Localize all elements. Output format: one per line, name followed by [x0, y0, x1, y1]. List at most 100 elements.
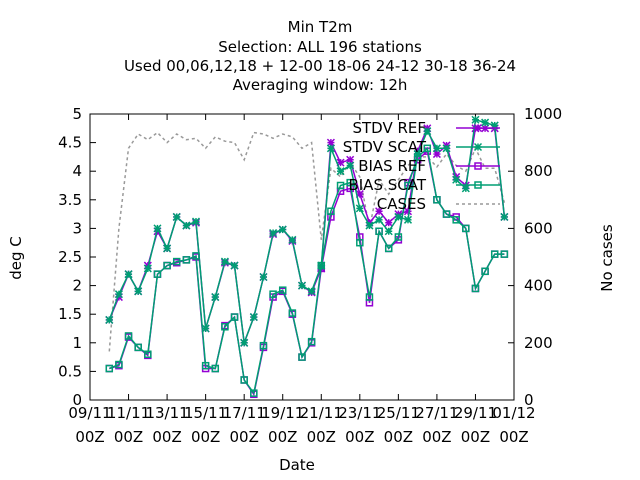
data-point: [192, 252, 200, 260]
x-tick-label-time: 00Z: [191, 428, 220, 446]
y2-tick-label: 600: [524, 219, 553, 237]
data-point: [278, 225, 287, 234]
data-point: [259, 341, 268, 350]
x-tick-label-date: 11/11: [107, 404, 150, 422]
data-point: [442, 210, 451, 218]
legend-marker: [473, 123, 483, 133]
series-line: [108, 126, 506, 344]
data-point: [375, 215, 384, 224]
data-point: [423, 127, 432, 136]
title-line-4: Averaging window: 12h: [233, 76, 408, 94]
data-point: [500, 212, 509, 221]
x-tick-label-time: 00Z: [114, 428, 143, 446]
data-point: [240, 338, 249, 347]
x-tick-label-time: 00Z: [229, 428, 258, 446]
data-point: [134, 343, 142, 352]
title-line-1: Min T2m: [288, 18, 353, 36]
y-tick-label: 1: [72, 334, 82, 352]
data-point: [221, 323, 229, 331]
y-tick-label: 0: [72, 391, 82, 409]
data-point: [327, 207, 335, 215]
legend-marker: [474, 162, 482, 170]
data-point: [211, 364, 220, 373]
data-point: [433, 196, 441, 204]
y-tick-label: 3: [72, 219, 82, 237]
data-point: [240, 376, 248, 384]
data-point: [442, 144, 451, 153]
legend-entry: BIAS REF: [358, 157, 500, 175]
plot-area: [105, 115, 509, 399]
data-point: [124, 270, 133, 279]
x-tick-label-time: 00Z: [75, 428, 104, 446]
data-point: [346, 178, 354, 187]
data-point: [230, 261, 239, 270]
data-point: [423, 144, 432, 153]
legend-label: CASES: [377, 195, 426, 213]
data-point: [230, 313, 239, 321]
x-tick-label-time: 00Z: [345, 428, 374, 446]
data-point: [394, 233, 403, 241]
x-tick-label-date: 01/12: [492, 404, 535, 422]
data-point: [336, 181, 345, 190]
data-point: [249, 313, 258, 322]
series-bias-ref: [105, 147, 509, 399]
legend-entry: STDV SCAT: [343, 138, 500, 156]
y-tick-label: 2.5: [58, 248, 82, 266]
data-point: [490, 250, 499, 258]
data-point: [394, 212, 403, 221]
data-point: [471, 115, 480, 124]
data-point: [153, 270, 162, 278]
data-point: [336, 167, 345, 176]
series-line: [108, 131, 506, 352]
data-point: [375, 207, 384, 216]
data-point: [481, 267, 489, 276]
data-point: [365, 221, 374, 230]
data-point: [307, 337, 316, 346]
legend-label: BIAS REF: [358, 157, 426, 175]
y-tick-label: 5: [72, 105, 82, 123]
data-point: [384, 227, 393, 236]
data-point: [259, 272, 268, 282]
data-point: [105, 364, 114, 373]
data-point: [269, 228, 278, 238]
data-point: [384, 244, 393, 253]
data-point: [278, 286, 287, 294]
data-point: [114, 290, 123, 299]
x-tick-label-date: 21/11: [300, 404, 343, 422]
data-point: [403, 215, 413, 224]
data-point: [288, 235, 297, 244]
data-point: [201, 361, 210, 370]
x-tick-label-date: 13/11: [145, 404, 188, 422]
data-point: [404, 181, 412, 190]
legend-label: BIAS SCAT: [348, 176, 426, 194]
x-tick-label-time: 00Z: [307, 428, 336, 446]
x-tick-label-date: 19/11: [261, 404, 304, 422]
series-line: [109, 146, 505, 395]
data-point: [163, 261, 171, 270]
data-point: [452, 175, 461, 184]
data-point: [191, 217, 201, 226]
legend-entry: STDV REF: [352, 119, 500, 137]
x-tick-label-time: 00Z: [384, 428, 413, 446]
data-point: [355, 204, 364, 213]
data-point: [462, 224, 470, 233]
y-axis-label: deg C: [7, 236, 25, 280]
y2-axis-label: No cases: [598, 224, 616, 292]
data-point: [220, 257, 229, 266]
data-point: [481, 118, 490, 127]
data-point: [172, 212, 181, 221]
legend-marker: [474, 181, 482, 189]
data-point: [124, 332, 133, 340]
x-tick-label-date: 27/11: [415, 404, 458, 422]
data-point: [297, 281, 307, 290]
data-point: [413, 153, 422, 161]
y2-tick-label: 0: [524, 391, 534, 409]
y-tick-label: 1.5: [58, 305, 82, 323]
chart-title: Min T2m Selection: ALL 196 stations Used…: [124, 18, 516, 94]
data-point: [153, 224, 162, 233]
data-point: [182, 221, 191, 230]
series-line: [108, 118, 506, 344]
x-tick-label-date: 25/11: [377, 404, 420, 422]
x-tick-label-date: 15/11: [184, 404, 227, 422]
